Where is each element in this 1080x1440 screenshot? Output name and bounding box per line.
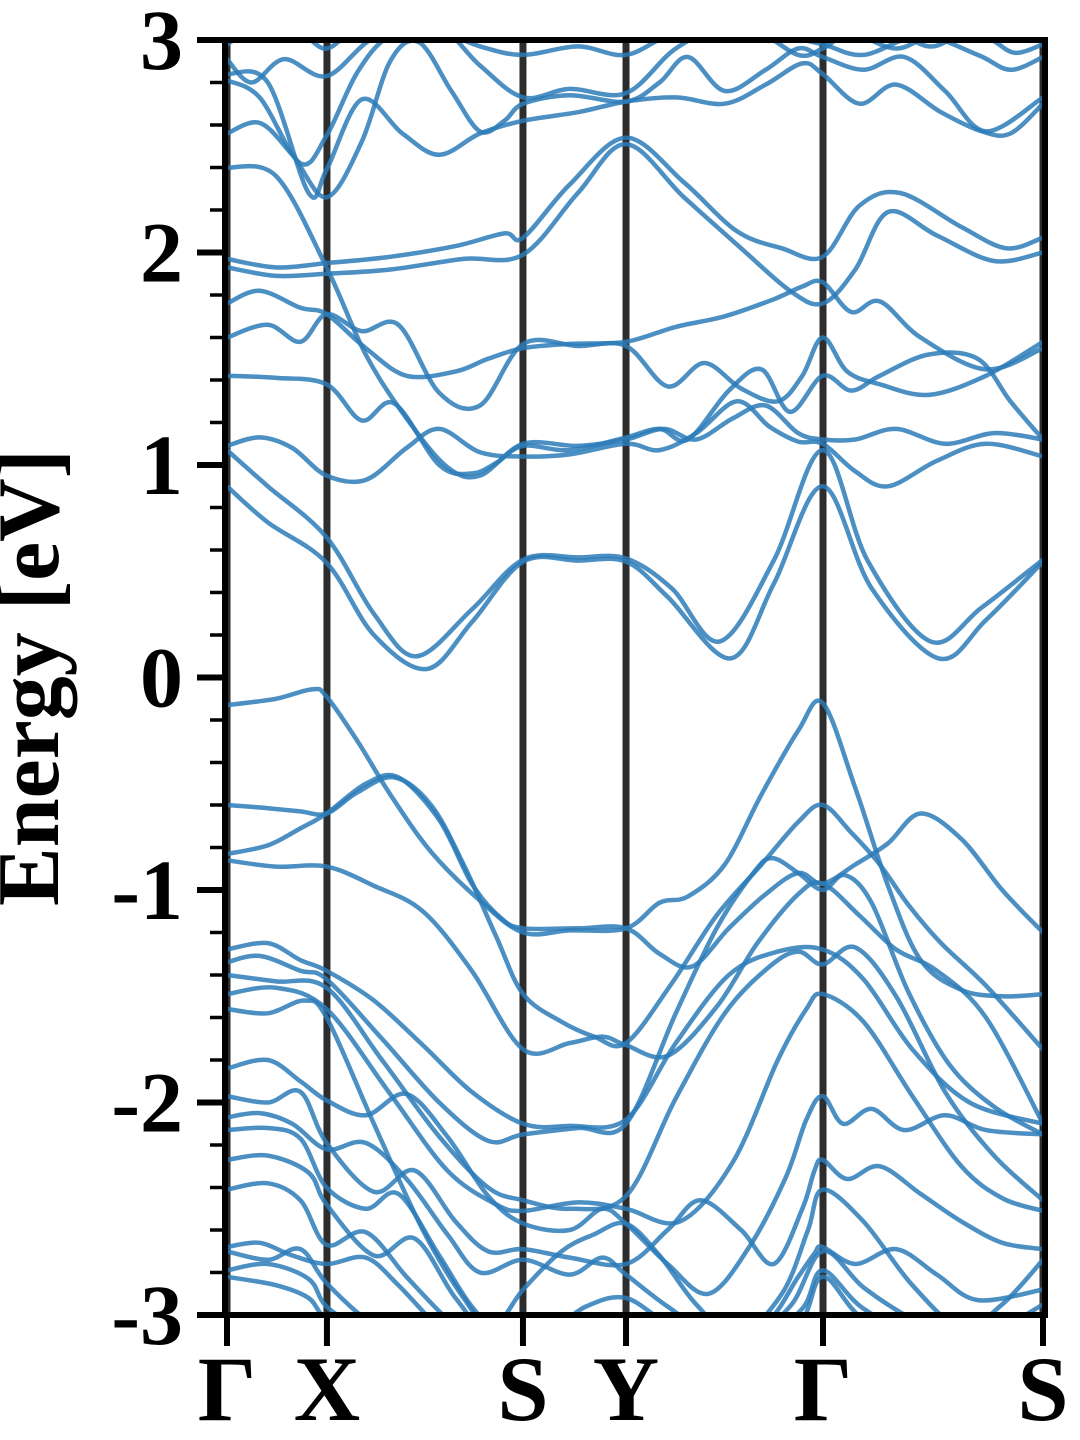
band-line (226, 163, 1044, 480)
band-line (226, 940, 1044, 1130)
band-line (226, 1180, 862, 1315)
band-line (226, 1110, 1044, 1315)
band-line (226, 135, 1044, 270)
y-axis-label: Energy [eV] (0, 449, 78, 906)
axis-ticks (197, 37, 1046, 1346)
band-line (226, 40, 1044, 167)
band-line (226, 774, 1044, 1052)
band-line (226, 1261, 342, 1315)
band-line (226, 1274, 326, 1315)
band-line (226, 60, 1044, 200)
band-line (226, 772, 1044, 970)
band-line (226, 1057, 1044, 1297)
y-tick-label: 1 (140, 417, 183, 513)
k-label-Γ: Γ (198, 1338, 257, 1440)
band-line (226, 686, 1044, 999)
band-line (226, 311, 1044, 412)
k-label-S: S (1017, 1338, 1068, 1440)
band-line (226, 40, 954, 51)
y-tick-label: -1 (111, 842, 183, 938)
band-line (226, 944, 1044, 1212)
y-tick-label: -2 (111, 1055, 183, 1151)
band-line (226, 447, 1044, 659)
band-line (226, 40, 1044, 85)
band-line (226, 278, 1044, 380)
band-line (226, 1125, 1044, 1315)
k-label-S: S (497, 1338, 548, 1440)
band-line (226, 40, 1044, 200)
band-line (226, 350, 1044, 477)
band-line (226, 399, 1044, 489)
band-line (226, 985, 1044, 1226)
band-line (226, 484, 1044, 672)
k-label-X: X (294, 1338, 360, 1440)
y-tick-label: 0 (140, 630, 183, 726)
band-line (226, 141, 1044, 307)
band-line (226, 855, 1044, 1145)
k-label-Γ: Γ (794, 1338, 853, 1440)
k-label-Y: Y (593, 1338, 659, 1440)
band-lines (226, 40, 1044, 1315)
y-tick-label: 2 (140, 205, 183, 301)
band-line (226, 1088, 1044, 1268)
y-tick-label: -3 (111, 1267, 183, 1363)
y-tick-labels: 3 2 1 0 -1 -2 -3 (111, 0, 183, 1363)
band-line (226, 1246, 364, 1315)
y-tick-label: 3 (140, 0, 183, 88)
band-line (226, 858, 1044, 1127)
